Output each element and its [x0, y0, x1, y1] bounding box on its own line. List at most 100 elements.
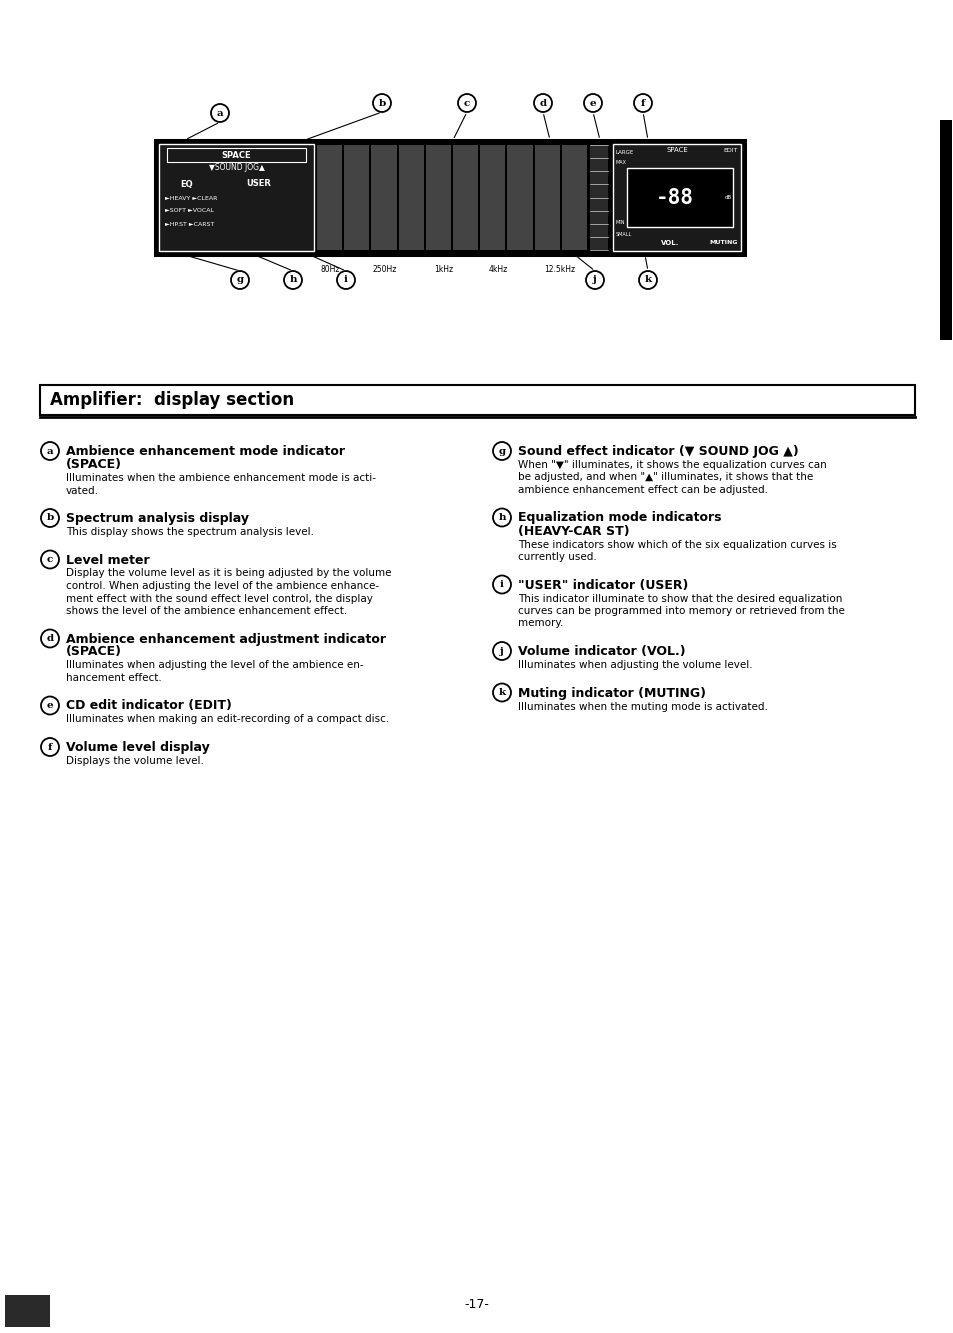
Text: Amplifier:  display section: Amplifier: display section [50, 391, 294, 409]
Text: SPACE: SPACE [665, 147, 687, 153]
Text: a: a [216, 108, 223, 117]
Text: k: k [644, 276, 651, 284]
Text: LARGE: LARGE [616, 149, 634, 155]
Text: ▼SOUND JOG▲: ▼SOUND JOG▲ [209, 164, 264, 172]
Text: Volume indicator (VOL.): Volume indicator (VOL.) [517, 645, 685, 659]
Text: MAX: MAX [616, 160, 626, 164]
Text: Illuminates when the ambience enhancement mode is acti-: Illuminates when the ambience enhancemen… [66, 473, 375, 483]
Text: Ambience enhancement adjustment indicator: Ambience enhancement adjustment indicato… [66, 632, 386, 645]
Text: Equalization mode indicators: Equalization mode indicators [517, 512, 720, 524]
Text: EDIT: EDIT [722, 148, 738, 152]
FancyBboxPatch shape [398, 145, 423, 251]
Text: 12.5kHz: 12.5kHz [544, 265, 575, 275]
Text: j: j [593, 276, 597, 284]
Text: memory.: memory. [517, 619, 563, 628]
FancyBboxPatch shape [613, 144, 740, 251]
FancyBboxPatch shape [626, 168, 732, 227]
Text: d: d [47, 635, 53, 643]
FancyBboxPatch shape [939, 120, 951, 340]
FancyBboxPatch shape [371, 145, 396, 251]
Text: a: a [47, 447, 53, 456]
Text: shows the level of the ambience enhancement effect.: shows the level of the ambience enhancem… [66, 607, 347, 616]
FancyBboxPatch shape [561, 145, 586, 251]
Text: i: i [344, 276, 348, 284]
Text: MUTING: MUTING [709, 240, 738, 245]
Text: j: j [499, 647, 503, 656]
Text: (HEAVY-CAR ST): (HEAVY-CAR ST) [517, 524, 629, 537]
Text: Level meter: Level meter [66, 553, 150, 567]
Text: When "▼" illuminates, it shows the equalization curves can: When "▼" illuminates, it shows the equal… [517, 460, 826, 471]
Text: -17-: -17- [464, 1298, 489, 1312]
Text: Illuminates when making an edit-recording of a compact disc.: Illuminates when making an edit-recordin… [66, 714, 389, 725]
FancyBboxPatch shape [154, 140, 744, 255]
Text: dB: dB [724, 195, 731, 200]
FancyBboxPatch shape [5, 1294, 50, 1326]
Text: g: g [236, 276, 243, 284]
Text: d: d [538, 99, 546, 108]
Text: 250Hz: 250Hz [372, 265, 396, 275]
FancyBboxPatch shape [344, 145, 369, 251]
Text: (SPACE): (SPACE) [66, 459, 122, 471]
Text: This indicator illuminate to show that the desired equalization: This indicator illuminate to show that t… [517, 593, 841, 604]
Text: (SPACE): (SPACE) [66, 645, 122, 659]
Text: f: f [640, 99, 644, 108]
Text: 4kHz: 4kHz [488, 265, 507, 275]
Text: Illuminates when adjusting the level of the ambience en-: Illuminates when adjusting the level of … [66, 660, 363, 670]
Text: i: i [499, 580, 503, 589]
Text: vated.: vated. [66, 485, 99, 496]
Text: USER: USER [246, 180, 272, 188]
FancyBboxPatch shape [507, 145, 532, 251]
Text: This display shows the spectrum analysis level.: This display shows the spectrum analysis… [66, 527, 314, 537]
Text: Display the volume level as it is being adjusted by the volume: Display the volume level as it is being … [66, 568, 391, 579]
FancyBboxPatch shape [479, 145, 505, 251]
Text: b: b [47, 513, 53, 523]
Text: ►HP.ST ►CARST: ►HP.ST ►CARST [165, 221, 214, 227]
Text: be adjusted, and when "▲" illuminates, it shows that the: be adjusted, and when "▲" illuminates, i… [517, 472, 812, 483]
Text: -88: -88 [655, 188, 693, 208]
FancyBboxPatch shape [453, 145, 477, 251]
FancyBboxPatch shape [589, 145, 607, 251]
Text: EQ: EQ [180, 180, 193, 188]
Text: c: c [47, 555, 53, 564]
Text: g: g [497, 447, 505, 456]
FancyBboxPatch shape [316, 145, 342, 251]
Text: These indicators show which of the six equalization curves is: These indicators show which of the six e… [517, 540, 836, 549]
Text: "USER" indicator (USER): "USER" indicator (USER) [517, 579, 688, 592]
Text: ment effect with the sound effect level control, the display: ment effect with the sound effect level … [66, 593, 373, 604]
Text: SPACE: SPACE [221, 151, 251, 160]
Text: 1kHz: 1kHz [434, 265, 453, 275]
Text: Illuminates when the muting mode is activated.: Illuminates when the muting mode is acti… [517, 701, 767, 712]
Text: Displays the volume level.: Displays the volume level. [66, 756, 204, 766]
Text: Illuminates when adjusting the volume level.: Illuminates when adjusting the volume le… [517, 660, 752, 670]
Text: VOL.: VOL. [660, 240, 679, 247]
Text: ►SOFT ►VOCAL: ►SOFT ►VOCAL [165, 208, 213, 213]
Text: SMALL: SMALL [616, 232, 632, 237]
Text: b: b [378, 99, 385, 108]
Text: ►HEAVY ►CLEAR: ►HEAVY ►CLEAR [165, 196, 217, 200]
Text: MIN: MIN [616, 220, 625, 225]
Text: Sound effect indicator (▼ SOUND JOG ▲): Sound effect indicator (▼ SOUND JOG ▲) [517, 445, 798, 459]
Text: ambience enhancement effect can be adjusted.: ambience enhancement effect can be adjus… [517, 485, 767, 495]
FancyBboxPatch shape [167, 148, 306, 163]
Text: 80Hz: 80Hz [320, 265, 340, 275]
Text: control. When adjusting the level of the ambience enhance-: control. When adjusting the level of the… [66, 581, 378, 591]
Text: Spectrum analysis display: Spectrum analysis display [66, 512, 249, 525]
Text: Muting indicator (MUTING): Muting indicator (MUTING) [517, 686, 705, 700]
Text: e: e [589, 99, 596, 108]
Text: h: h [289, 276, 296, 284]
Text: h: h [497, 513, 505, 523]
Text: c: c [463, 99, 470, 108]
Text: k: k [497, 688, 505, 697]
Text: currently used.: currently used. [517, 552, 597, 563]
FancyBboxPatch shape [40, 385, 914, 415]
FancyBboxPatch shape [159, 144, 314, 251]
Text: CD edit indicator (EDIT): CD edit indicator (EDIT) [66, 700, 232, 713]
Text: e: e [47, 701, 53, 710]
Text: f: f [48, 742, 52, 752]
Text: Ambience enhancement mode indicator: Ambience enhancement mode indicator [66, 445, 345, 459]
Text: hancement effect.: hancement effect. [66, 673, 162, 682]
FancyBboxPatch shape [534, 145, 559, 251]
FancyBboxPatch shape [425, 145, 451, 251]
Text: Volume level display: Volume level display [66, 741, 210, 754]
Text: curves can be programmed into memory or retrieved from the: curves can be programmed into memory or … [517, 607, 844, 616]
